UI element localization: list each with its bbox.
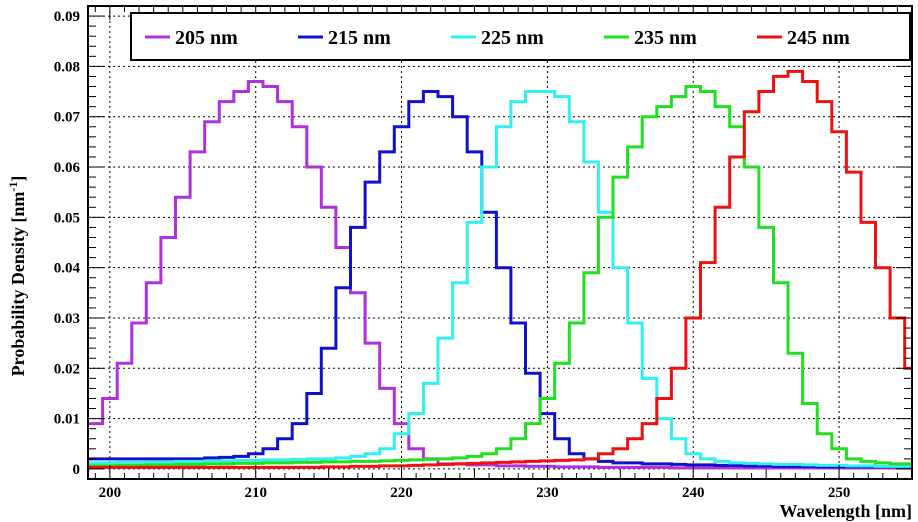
y-tick-label: 0.08	[54, 59, 80, 75]
x-axis-title: Wavelength [nm]	[780, 501, 913, 521]
x-tick-label: 220	[390, 485, 413, 501]
y-tick-label: 0	[73, 462, 81, 478]
y-tick-label: 0.03	[54, 311, 80, 327]
y-tick-label: 0.01	[54, 412, 80, 428]
series-line	[88, 90, 912, 469]
y-tick-label: 0.05	[54, 210, 80, 226]
y-tick-label: 0.07	[54, 110, 81, 126]
y-tick-label: 0.04	[54, 261, 81, 277]
legend-label: 215 nm	[328, 27, 391, 49]
plot-frame	[87, 5, 913, 480]
series-line	[88, 85, 912, 468]
legend-label: 235 nm	[634, 27, 697, 49]
y-tick-label: 0.02	[54, 361, 80, 377]
legend-label: 225 nm	[481, 27, 544, 49]
y-axis-title-close: ]	[8, 176, 28, 182]
x-tick-label: 240	[682, 485, 705, 501]
x-tick-label: 230	[536, 485, 559, 501]
axis-ticks: 200 210 220 230 240 250 0 0.01 0.02 0.03 0.04 0.05 0…	[54, 6, 913, 501]
series-line	[88, 69, 912, 469]
y-axis-title: Probability Density [nm-1]	[6, 176, 28, 377]
y-axis-title-main: Probability Density [nm	[8, 192, 28, 377]
series-line	[88, 80, 912, 470]
legend-label: 245 nm	[787, 27, 850, 49]
y-tick-label: 0.09	[54, 9, 80, 25]
x-tick-label: 200	[99, 485, 122, 501]
legend-label: 205 nm	[175, 27, 238, 49]
series-layer	[88, 69, 912, 470]
y-tick-label: 0.06	[54, 160, 81, 176]
y-axis-title-superscript: -1	[6, 182, 20, 192]
x-tick-label: 250	[828, 485, 851, 501]
legend: 205 nm 215 nm 225 nm 235 nm 245 nm	[130, 12, 911, 61]
series-line	[88, 90, 912, 468]
x-tick-label: 210	[244, 485, 267, 501]
